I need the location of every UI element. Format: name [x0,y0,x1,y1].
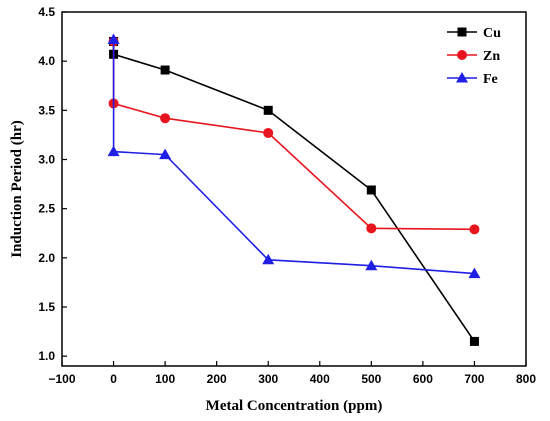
y-tick-label: 1.5 [38,300,55,314]
y-axis: 1.0 1.5 2.0 2.5 3.0 3.5 4.0 4.5 [38,5,67,363]
legend-label-cu: Cu [483,26,501,41]
x-tick-label: 200 [207,372,227,386]
series-line-cu [112,41,476,342]
data-point-cu [366,185,376,195]
data-point-cu [263,105,273,115]
y-tick-label: 4.0 [38,54,55,68]
data-point-fe [159,148,172,160]
x-tick-label: 700 [464,372,484,386]
y-tick-label: 2.5 [38,202,55,216]
y-tick-label: 4.5 [38,5,55,19]
legend-marker-fe [456,72,468,83]
data-point-zn [263,127,274,138]
data-point-zn [366,223,377,234]
data-point-fe [107,33,120,45]
series-cu [109,37,479,346]
plot-frame [61,11,527,367]
x-tick-label: 300 [258,372,278,386]
data-point-zn [469,224,480,235]
x-tick-label: 400 [310,372,330,386]
legend-item-zn: Zn [447,49,500,64]
legend-item-fe: Fe [447,72,498,87]
data-point-cu [469,336,479,346]
legend-label-zn: Zn [483,49,500,64]
x-tick-label: 600 [413,372,433,386]
x-tick-label: −100 [48,372,75,386]
data-point-fe [365,259,378,271]
y-tick-label: 3.0 [38,153,55,167]
x-tick-label: 100 [155,372,175,386]
y-tick-label: 3.5 [38,103,55,117]
legend-item-cu: Cu [447,26,501,41]
x-axis: −100 0 100 200 300 400 500 600 700 800 [48,361,536,386]
legend-label-fe: Fe [483,72,498,87]
data-point-fe [468,267,481,279]
data-point-fe [107,145,120,157]
x-tick-label: 800 [516,372,536,386]
y-tick-label: 2.0 [38,251,55,265]
data-point-cu [160,65,170,75]
x-axis-title: Metal Concentration (ppm) [206,398,383,414]
data-point-zn [160,113,171,124]
x-tick-label: 0 [110,372,117,386]
y-axis-title: Induction Period (hr) [9,120,25,258]
legend-marker-zn [457,50,467,60]
legend-marker-cu [457,27,467,37]
y-tick-label: 1.0 [38,349,55,363]
series-layer [107,33,481,346]
data-point-fe [262,253,275,265]
series-fe [107,33,481,279]
x-tick-label: 500 [361,372,381,386]
legend: Cu Zn Fe [447,26,501,87]
series-line-fe [112,39,475,275]
